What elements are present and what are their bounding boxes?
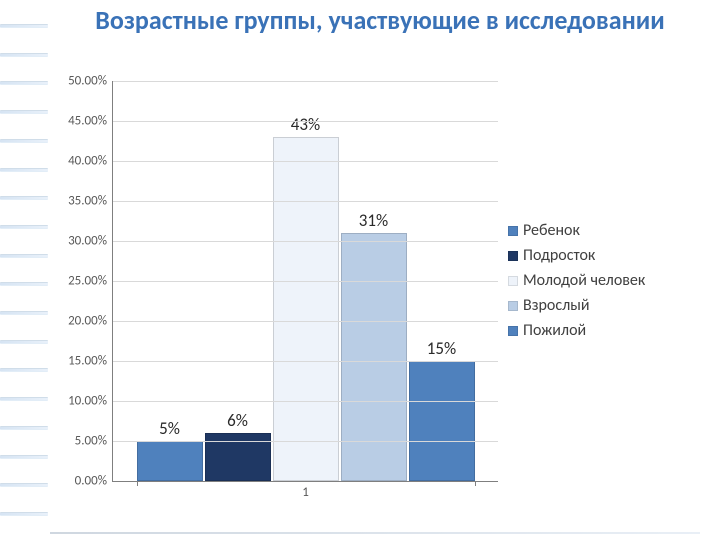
decor-stripe bbox=[0, 512, 48, 516]
legend-swatch bbox=[508, 326, 518, 336]
decor-stripe bbox=[0, 24, 48, 28]
legend-swatch bbox=[508, 301, 518, 311]
decor-stripe bbox=[0, 254, 48, 258]
legend-item: Взрослый bbox=[508, 296, 645, 315]
chart-bar-value-label: 15% bbox=[427, 338, 456, 359]
chart-bar-value-label: 31% bbox=[359, 210, 388, 231]
legend-label: Ребенок bbox=[523, 221, 580, 240]
page-title: Возрастные группы, участвующие в исследо… bbox=[60, 6, 700, 36]
chart-gridline bbox=[113, 201, 498, 202]
chart-xtick bbox=[137, 481, 138, 486]
chart-bar-value-label: 6% bbox=[227, 410, 248, 431]
chart-ytick-label: 15.00% bbox=[68, 354, 113, 369]
decor-stripe bbox=[0, 196, 48, 200]
chart-gridline bbox=[113, 361, 498, 362]
chart-bar: 31% bbox=[341, 233, 407, 481]
decor-stripe bbox=[0, 368, 48, 372]
decor-stripe bbox=[0, 340, 48, 344]
legend-swatch bbox=[508, 226, 518, 236]
chart-ytick-label: 10.00% bbox=[68, 394, 113, 409]
chart-plot-area: 5%6%43%31%15% 1 0.00%5.00%10.00%15.00%20… bbox=[112, 81, 498, 482]
decor-stripe bbox=[0, 81, 48, 85]
chart-bar: 43% bbox=[273, 137, 339, 481]
chart-xtick bbox=[475, 481, 476, 486]
decor-stripe bbox=[0, 225, 48, 229]
legend-item: Ребенок bbox=[508, 221, 645, 240]
decor-stripe bbox=[0, 139, 48, 143]
decor-stripe bbox=[0, 110, 48, 114]
legend-item: Подросток bbox=[508, 246, 645, 265]
legend-item: Молодой человек bbox=[508, 271, 645, 290]
chart-gridline bbox=[113, 121, 498, 122]
chart-gridline bbox=[113, 241, 498, 242]
chart-ytick-label: 35.00% bbox=[68, 194, 113, 209]
chart-ytick-label: 0.00% bbox=[75, 474, 113, 489]
decor-stripe bbox=[0, 168, 48, 172]
decor-bottom-line bbox=[50, 532, 700, 534]
chart-ytick-label: 50.00% bbox=[68, 74, 113, 89]
legend-label: Пожилой bbox=[523, 321, 586, 340]
decor-stripe bbox=[0, 455, 48, 459]
legend-label: Взрослый bbox=[523, 296, 590, 315]
chart-bar: 5% bbox=[137, 441, 203, 481]
chart-gridline bbox=[113, 441, 498, 442]
chart-ytick-label: 45.00% bbox=[68, 114, 113, 129]
decor-stripe bbox=[0, 282, 48, 286]
chart-ytick-label: 20.00% bbox=[68, 314, 113, 329]
chart-bar: 15% bbox=[409, 361, 475, 481]
decor-stripe bbox=[0, 397, 48, 401]
chart-gridline bbox=[113, 161, 498, 162]
chart-gridline bbox=[113, 321, 498, 322]
chart-x-label: 1 bbox=[302, 485, 309, 500]
chart-ytick-label: 30.00% bbox=[68, 234, 113, 249]
legend-item: Пожилой bbox=[508, 321, 645, 340]
chart-legend: Ребенок Подросток Молодой человек Взрослый П… bbox=[508, 221, 645, 346]
legend-swatch bbox=[508, 276, 518, 286]
chart-gridline bbox=[113, 401, 498, 402]
chart-gridline bbox=[113, 81, 498, 82]
decor-stripe bbox=[0, 311, 48, 315]
decor-stripe bbox=[0, 53, 48, 57]
chart-bar-value-label: 43% bbox=[291, 114, 320, 135]
decor-stripe bbox=[0, 426, 48, 430]
chart-bar-value-label: 5% bbox=[159, 418, 180, 439]
chart-ytick-label: 25.00% bbox=[68, 274, 113, 289]
legend-label: Молодой человек bbox=[523, 271, 645, 290]
decor-stripes bbox=[0, 0, 48, 540]
decor-stripe bbox=[0, 483, 48, 487]
legend-swatch bbox=[508, 251, 518, 261]
chart-ytick-label: 5.00% bbox=[75, 434, 113, 449]
chart-gridline bbox=[113, 281, 498, 282]
legend-label: Подросток bbox=[523, 246, 595, 265]
chart-ytick-label: 40.00% bbox=[68, 154, 113, 169]
age-groups-chart: 5%6%43%31%15% 1 0.00%5.00%10.00%15.00%20… bbox=[50, 75, 680, 520]
